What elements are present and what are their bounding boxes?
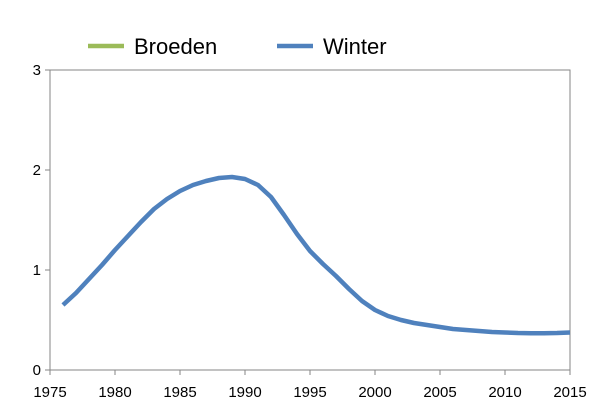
series-line-winter [61,174,571,336]
x-tick-label: 2005 [423,384,456,400]
y-tick-label: 1 [33,262,41,279]
y-axis-ticks: 0 1 2 3 [33,62,50,379]
y-tick-label: 3 [33,62,41,79]
x-tick-label: 2015 [553,384,586,400]
x-tick-label: 1980 [98,384,131,400]
x-axis-ticks: 1975 1980 1985 1990 1995 2000 2005 2010 2015 [33,370,587,400]
x-tick-label: 1985 [163,384,196,400]
legend: Broeden Winter [88,34,387,59]
y-tick-label: 2 [33,162,41,179]
series-layer [61,174,571,336]
x-tick-label: 1995 [293,384,326,400]
y-tick-label: 0 [33,362,41,379]
x-tick-label: 2000 [358,384,391,400]
x-tick-label: 1990 [228,384,261,400]
x-tick-label: 2010 [488,384,521,400]
x-tick-label: 1975 [33,384,66,400]
legend-label-broeden: Broeden [134,34,217,59]
legend-label-winter: Winter [323,34,387,59]
